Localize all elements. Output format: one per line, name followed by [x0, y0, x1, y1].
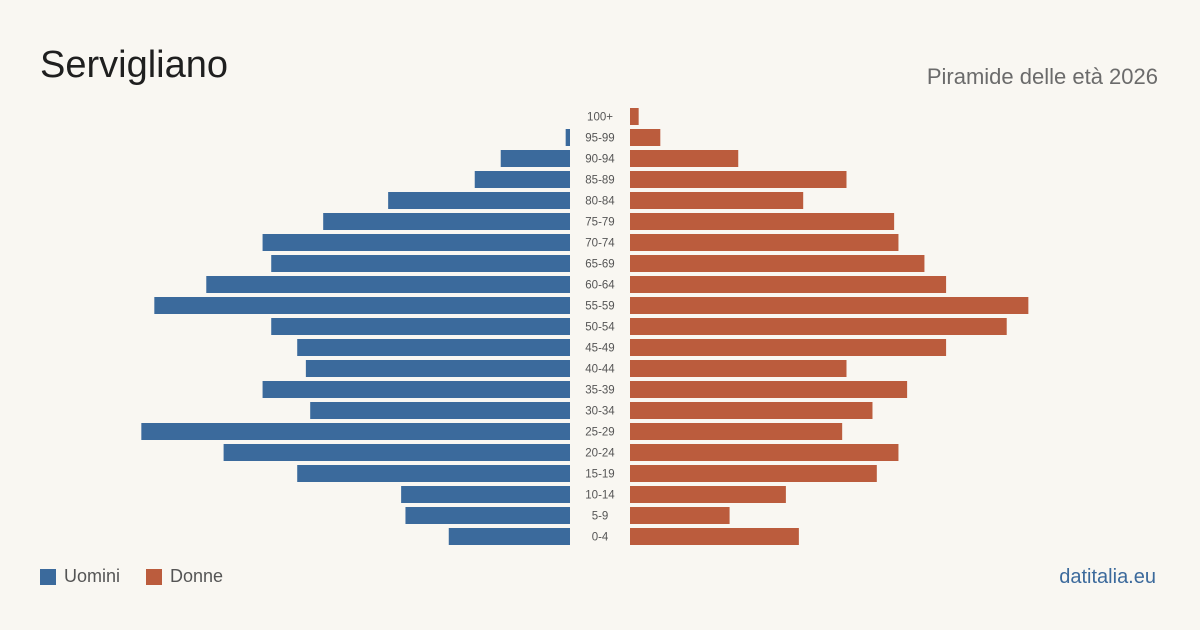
age-label-90-94: 90-94 — [585, 154, 615, 166]
age-label-45-49: 45-49 — [585, 343, 614, 355]
bar-women-25-29 — [630, 423, 843, 440]
bar-women-40-44 — [630, 360, 847, 377]
bar-women-80-84 — [630, 192, 804, 209]
source-link[interactable]: datitalia.eu — [1059, 566, 1156, 588]
bar-men-30-34 — [310, 402, 570, 419]
bar-men-20-24 — [223, 444, 570, 461]
bar-women-5-9 — [630, 507, 730, 524]
age-label-25-29: 25-29 — [585, 427, 614, 439]
legend-item-men: Uomini — [40, 566, 120, 587]
bar-men-25-29 — [141, 423, 570, 440]
bar-men-45-49 — [297, 339, 570, 356]
age-label-5-9: 5-9 — [592, 511, 609, 523]
age-label-55-59: 55-59 — [585, 301, 614, 313]
bar-men-85-89 — [474, 171, 570, 188]
bar-women-95-99 — [630, 129, 661, 146]
bar-men-40-44 — [305, 360, 570, 377]
bar-men-50-54 — [271, 318, 570, 335]
bar-women-35-39 — [630, 381, 908, 398]
bar-men-60-64 — [206, 276, 570, 293]
bar-women-60-64 — [630, 276, 947, 293]
age-label-40-44: 40-44 — [585, 364, 615, 376]
bar-women-70-74 — [630, 234, 899, 251]
bar-women-10-14 — [630, 486, 786, 503]
age-label-20-24: 20-24 — [585, 448, 615, 460]
bar-women-75-79 — [630, 213, 895, 230]
bar-men-0-4 — [448, 528, 570, 545]
bar-women-0-4 — [630, 528, 799, 545]
bar-women-90-94 — [630, 150, 739, 167]
bar-men-70-74 — [262, 234, 570, 251]
bar-men-95-99 — [565, 129, 570, 146]
bar-women-15-19 — [630, 465, 877, 482]
bar-men-80-84 — [388, 192, 570, 209]
bar-women-20-24 — [630, 444, 899, 461]
bar-women-85-89 — [630, 171, 847, 188]
bar-men-15-19 — [297, 465, 570, 482]
legend: Uomini Donne — [40, 566, 223, 587]
bar-women-55-59 — [630, 297, 1029, 314]
age-label-0-4: 0-4 — [592, 532, 609, 544]
page-title: Servigliano — [40, 44, 228, 86]
bar-men-65-69 — [271, 255, 570, 272]
bar-men-5-9 — [405, 507, 570, 524]
age-label-70-74: 70-74 — [585, 238, 615, 250]
age-label-100+: 100+ — [587, 112, 613, 124]
bar-women-30-34 — [630, 402, 873, 419]
legend-label-women: Donne — [170, 566, 224, 586]
bar-men-90-94 — [500, 150, 570, 167]
bar-women-100+ — [630, 108, 639, 125]
bar-men-55-59 — [154, 297, 570, 314]
legend-swatch-men — [40, 568, 56, 585]
age-label-15-19: 15-19 — [585, 469, 614, 481]
age-label-10-14: 10-14 — [585, 490, 615, 502]
bar-women-65-69 — [630, 255, 925, 272]
legend-label-men: Uomini — [64, 566, 121, 586]
age-label-65-69: 65-69 — [585, 259, 614, 271]
legend-swatch-women — [146, 568, 163, 585]
age-label-30-34: 30-34 — [585, 406, 615, 418]
chart-subtitle: Piramide delle età 2026 — [926, 64, 1158, 89]
bar-men-75-79 — [323, 213, 570, 230]
bar-women-50-54 — [630, 318, 1007, 335]
age-label-80-84: 80-84 — [585, 196, 615, 208]
age-label-85-89: 85-89 — [585, 175, 614, 187]
bar-men-10-14 — [401, 486, 570, 503]
age-label-35-39: 35-39 — [585, 385, 614, 397]
legend-item-women: Donne — [146, 566, 223, 587]
age-label-95-99: 95-99 — [585, 133, 614, 145]
age-label-50-54: 50-54 — [585, 322, 615, 334]
bar-women-45-49 — [630, 339, 947, 356]
bar-men-35-39 — [262, 381, 570, 398]
age-label-60-64: 60-64 — [585, 280, 615, 292]
age-label-75-79: 75-79 — [585, 217, 614, 229]
